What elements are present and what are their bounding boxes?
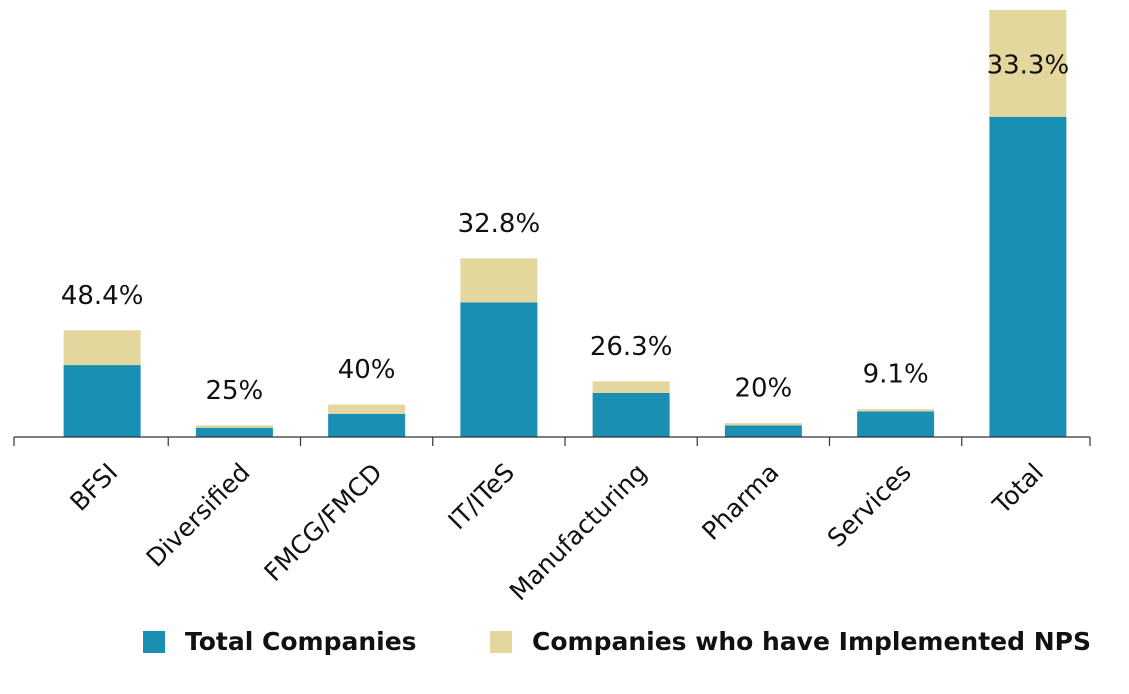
value-label: 32.8% [458,209,541,239]
legend-label: Companies who have Implemented NPS [532,627,1091,656]
bar-segment [724,425,802,437]
x-tick-label: Services [822,458,917,553]
value-label: 33.3% [987,51,1070,81]
bar-segment [63,365,141,437]
value-label: 9.1% [863,360,929,390]
bar-segment [857,409,935,412]
bar-segment [989,10,1067,117]
bar-segment [195,425,273,428]
x-tick-label: Diversified [141,458,256,573]
value-label: 20% [734,374,792,404]
bar-segment [328,413,406,437]
bar-segment [592,381,670,393]
bar-segment [63,330,141,366]
x-tick-label: FMCG/FMCD [259,458,388,587]
legend-label: Total Companies [185,627,417,656]
x-tick-label: Manufacturing [504,458,653,607]
x-tick-label: Total [987,458,1050,521]
x-tick-label: BFSI [64,458,123,517]
value-label: 26.3% [590,332,673,362]
bar-segment [328,404,406,414]
bar-segment [460,302,538,437]
bar-segment [195,427,273,437]
value-label: 40% [338,355,396,385]
bar-segment [460,258,538,303]
bar-segment [592,392,670,437]
legend-swatch [490,631,512,653]
value-label: 48.4% [61,281,144,311]
bar-segment [724,423,802,426]
bar-segment [857,411,935,437]
bar-segment [989,116,1067,437]
value-label: 25% [205,376,263,406]
x-tick-label: IT/ITeS [442,458,520,536]
x-tick-label: Pharma [696,458,784,546]
legend-swatch [143,631,165,653]
